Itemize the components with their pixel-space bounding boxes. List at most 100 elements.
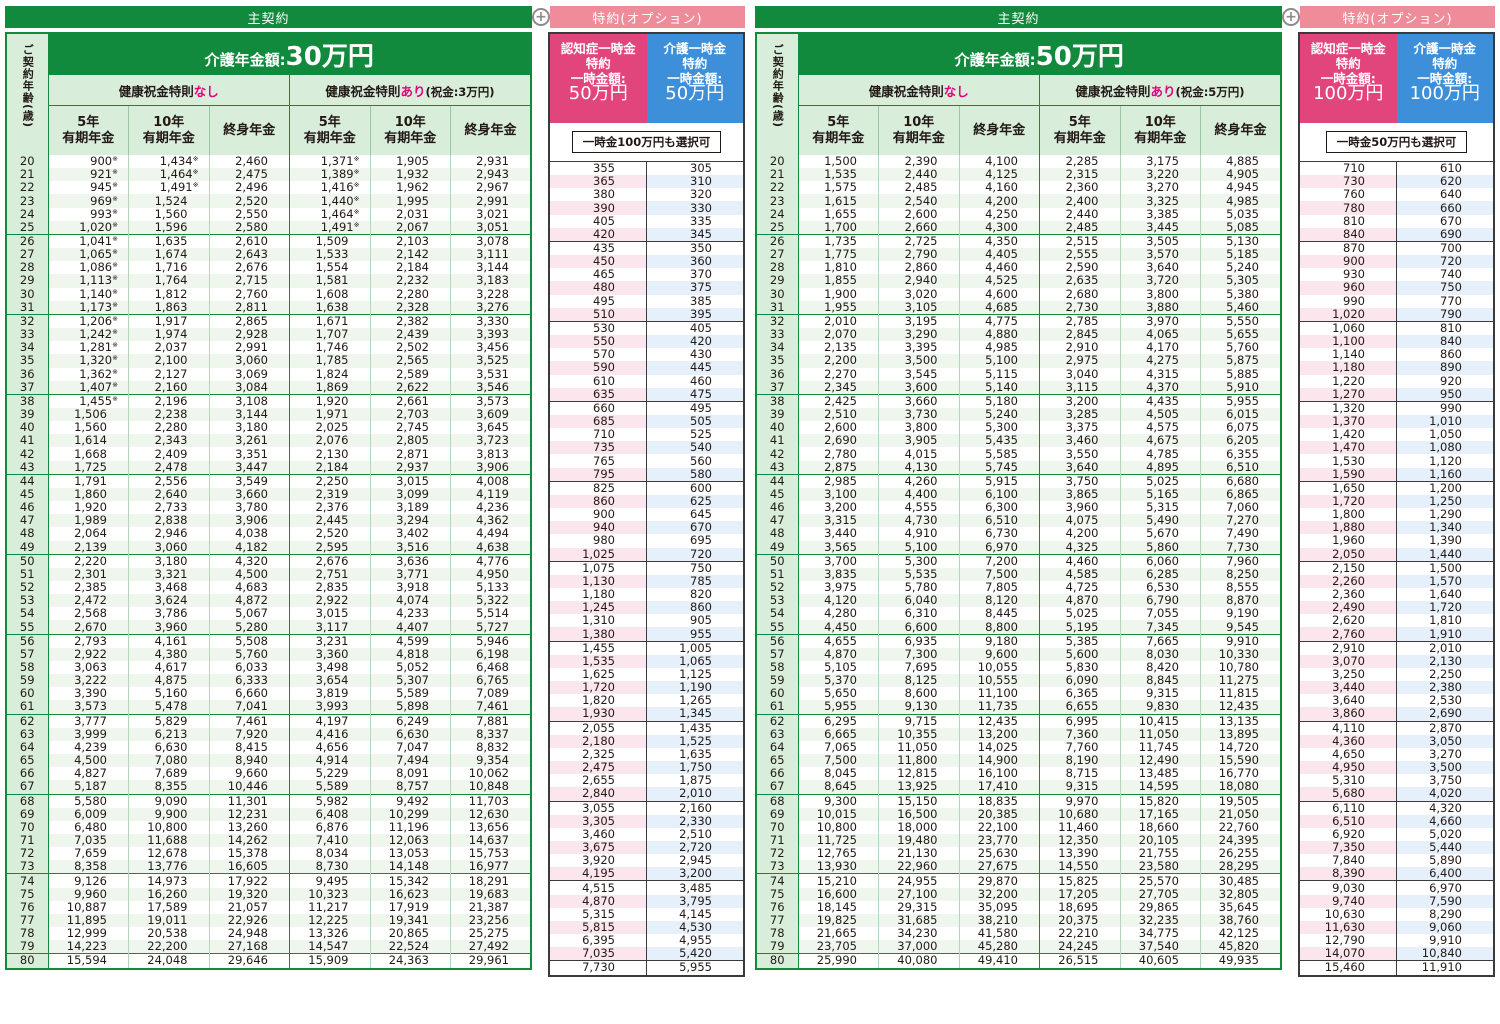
value-cell: 11,725 xyxy=(798,833,879,848)
value-cell: 23,705 xyxy=(798,940,879,954)
value-cell: 20,865 xyxy=(370,927,451,941)
value-cell: 2,703 xyxy=(370,407,451,422)
dementia-value-cell: 2,325 xyxy=(549,747,647,762)
value-cell: 1,668 xyxy=(48,447,129,461)
value-cell: 2,037 xyxy=(128,341,210,355)
value-cell: 5,160 xyxy=(128,687,210,701)
table-row: 35 2,200 3,500 5,100 2,975 4,275 5,875 xyxy=(756,354,1281,368)
value-cell: 1,020※ xyxy=(48,220,129,235)
value-cell: 4,119 xyxy=(450,487,531,502)
value-cell: 2,660 xyxy=(878,220,960,235)
value-cell: 20,375 xyxy=(1039,913,1121,928)
value-cell: 7,805 xyxy=(959,581,1040,595)
table-row: 48 2,064 2,946 4,038 2,520 3,402 4,494 xyxy=(6,527,531,541)
value-cell: 3,200 xyxy=(798,501,879,515)
value-cell: 4,125 xyxy=(959,168,1040,182)
age-cell: 62 xyxy=(6,713,49,728)
age-header: ご契約年齢(歳) xyxy=(756,33,799,155)
table-row: 78 21,665 34,230 41,580 22,210 34,775 42,125 xyxy=(756,927,1281,941)
value-cell: 2,400 xyxy=(1039,194,1121,208)
dementia-value-cell: 1,180 xyxy=(1299,361,1397,375)
care-value-cell: 10,840 xyxy=(1396,947,1494,961)
value-cell: 3,624 xyxy=(128,594,210,608)
table-row: 49 2,139 3,060 4,182 2,595 3,516 4,638 xyxy=(6,540,531,555)
table-row: 3,305 2,330 xyxy=(549,814,744,828)
value-cell: 2,440 xyxy=(878,168,960,182)
table-row: 24 993※ 1,560 2,550 1,464※ 2,031 3,021 xyxy=(6,207,531,221)
care-value-cell: 4,020 xyxy=(1396,787,1494,801)
value-cell: 4,525 xyxy=(959,274,1040,288)
value-cell: 9,910 xyxy=(1200,633,1281,648)
dementia-value-cell: 1,800 xyxy=(1299,508,1397,522)
value-cell: 26,255 xyxy=(1200,847,1281,861)
value-cell: 3,015 xyxy=(289,607,371,621)
value-cell: 2,285 xyxy=(1039,155,1121,169)
dementia-value-cell: 7,840 xyxy=(1299,854,1397,868)
value-cell: 5,085 xyxy=(1200,220,1281,235)
age-cell: 25 xyxy=(6,220,49,235)
age-cell: 25 xyxy=(756,220,799,235)
value-cell: 16,600 xyxy=(798,887,879,901)
dementia-value-cell: 9,740 xyxy=(1299,894,1397,908)
care-value-cell: 2,945 xyxy=(646,854,744,868)
dementia-value-cell: 1,060 xyxy=(1299,320,1397,336)
value-cell: 8,715 xyxy=(1039,767,1121,781)
age-cell: 42 xyxy=(756,447,799,461)
table-row: 860 625 xyxy=(549,494,744,509)
care-value-cell: 1,570 xyxy=(1396,574,1494,588)
care-value-cell: 4,955 xyxy=(646,934,744,948)
value-cell: 3,021 xyxy=(450,207,531,221)
dementia-value-cell: 860 xyxy=(549,494,647,509)
plus-icon: + xyxy=(1282,8,1300,26)
table-row: 2,840 2,010 xyxy=(549,787,744,801)
value-cell: 2,520 xyxy=(209,194,290,208)
table-row: 62 6,295 9,715 12,435 6,995 10,415 13,135 xyxy=(756,713,1281,728)
dementia-value-cell: 1,720 xyxy=(549,681,647,695)
age-cell: 79 xyxy=(756,940,799,954)
table-50man-section: 主契約 + 特約(オプション) ご契約年齢(歳) 介護年金額:50万円 健康祝金… xyxy=(755,0,1500,1024)
value-cell: 3,609 xyxy=(450,407,531,422)
age-cell: 40 xyxy=(756,421,799,435)
main-contract-bar: 主契約 xyxy=(5,6,532,28)
value-cell: 6,408 xyxy=(289,807,371,821)
dementia-value-cell: 2,655 xyxy=(549,774,647,788)
table-row: 1,960 1,390 xyxy=(1299,534,1494,548)
table-row: 31 1,955 3,105 4,685 2,730 3,880 5,460 xyxy=(756,300,1281,315)
value-cell: 2,067 xyxy=(370,220,451,235)
value-cell: 4,275 xyxy=(1120,354,1201,368)
value-cell: 2,409 xyxy=(128,447,210,461)
care-value-cell: 955 xyxy=(646,627,744,642)
table-row: 61 5,955 9,130 11,735 6,655 9,830 12,435 xyxy=(756,700,1281,715)
value-cell: 4,870 xyxy=(798,647,879,661)
dementia-value-cell: 2,840 xyxy=(549,787,647,801)
value-cell: 1,407※ xyxy=(48,380,129,395)
care-value-cell: 740 xyxy=(1396,268,1494,282)
value-cell: 3,175 xyxy=(1120,155,1201,169)
age-cell: 63 xyxy=(6,727,49,741)
value-cell: 38,210 xyxy=(959,913,1040,928)
age-cell: 64 xyxy=(6,740,49,755)
value-cell: 2,985 xyxy=(798,473,879,488)
value-cell: 10,355 xyxy=(878,727,960,741)
value-cell: 15,753 xyxy=(450,847,531,861)
age-cell: 61 xyxy=(6,700,49,715)
value-cell: 2,238 xyxy=(128,407,210,422)
value-cell: 13,485 xyxy=(1120,767,1201,781)
value-cell: 8,600 xyxy=(878,687,960,701)
value-cell: 16,260 xyxy=(128,887,210,901)
dementia-value-cell: 450 xyxy=(549,255,647,269)
value-cell: 3,456 xyxy=(450,341,531,355)
table-row: 75 16,600 27,100 32,200 17,205 27,705 32,805 xyxy=(756,887,1281,901)
value-cell: 4,239 xyxy=(48,740,129,755)
value-cell: 5,130 xyxy=(1200,233,1281,249)
table-row: 36 2,270 3,545 5,115 3,040 4,315 5,885 xyxy=(756,367,1281,381)
dementia-value-cell: 550 xyxy=(549,335,647,349)
value-cell: 3,099 xyxy=(370,487,451,502)
table-row: 1,140 860 xyxy=(1299,348,1494,362)
table-row: 1,075 750 xyxy=(549,560,744,575)
value-cell: 12,435 xyxy=(1200,700,1281,715)
value-cell: 3,565 xyxy=(798,540,879,555)
age-cell: 42 xyxy=(6,447,49,461)
value-cell: 3,393 xyxy=(450,328,531,342)
value-cell: 9,492 xyxy=(370,793,451,808)
